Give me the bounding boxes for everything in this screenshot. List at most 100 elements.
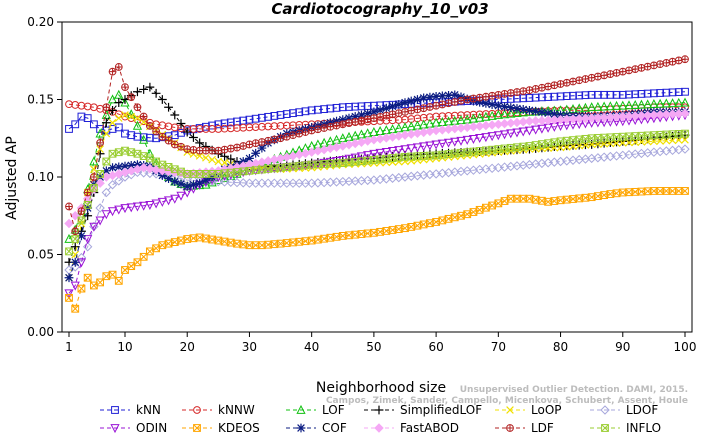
- data-point: [681, 129, 689, 138]
- data-point: [544, 93, 553, 101]
- data-point: [301, 107, 310, 116]
- data-point: [183, 235, 192, 243]
- data-point: [376, 227, 385, 236]
- data-point: [618, 136, 628, 146]
- data-point: [320, 124, 329, 132]
- data-point: [382, 111, 391, 120]
- data-point: [618, 188, 627, 197]
- data-point: [264, 165, 273, 173]
- data-point: [214, 170, 223, 178]
- data-point: [407, 152, 416, 161]
- data-point: [102, 103, 111, 112]
- data-point: [139, 134, 149, 144]
- data-point: [363, 109, 373, 118]
- data-point: [245, 241, 254, 250]
- data-point: [494, 199, 503, 208]
- data-point: [345, 103, 353, 111]
- data-point: [351, 157, 360, 166]
- data-point: [469, 147, 478, 156]
- data-point: [500, 144, 509, 153]
- data-point: [662, 59, 671, 67]
- data-point: [681, 135, 689, 144]
- data-point: [512, 104, 522, 113]
- data-point: [643, 99, 653, 109]
- data-point: [139, 252, 148, 261]
- data-point: [487, 110, 497, 120]
- x-tick-label: 100: [674, 340, 697, 354]
- data-point: [189, 150, 198, 158]
- data-point: [575, 135, 584, 144]
- data-point: [643, 187, 652, 196]
- legend-label: FastABOD: [400, 421, 459, 434]
- data-point: [475, 147, 484, 155]
- data-point: [251, 166, 260, 175]
- legend: kNN kNNW LOF SimplifiedLOF LoOP LDOF ODIN KDEOS…: [100, 403, 661, 434]
- data-point: [301, 237, 310, 246]
- data-point: [96, 125, 105, 133]
- data-point: [289, 131, 297, 140]
- data-point: [282, 239, 291, 247]
- data-point: [220, 237, 229, 246]
- data-point: [152, 127, 161, 136]
- data-point: [220, 124, 229, 133]
- data-point: [357, 116, 366, 125]
- data-point: [189, 234, 198, 243]
- data-point: [132, 202, 143, 212]
- data-point: [220, 119, 229, 128]
- legend-label: LoOP: [531, 403, 562, 417]
- x-axis-label: Neighborhood size: [316, 380, 446, 396]
- data-point: [276, 121, 285, 130]
- data-point: [270, 164, 279, 173]
- data-point: [401, 224, 409, 233]
- data-point: [593, 90, 602, 99]
- data-point: [556, 92, 565, 101]
- data-point: [562, 78, 571, 87]
- data-point: [432, 218, 441, 226]
- data-point: [139, 85, 149, 94]
- data-point: [226, 168, 235, 177]
- y-tick-label: 0.00: [27, 325, 54, 339]
- data-point: [463, 95, 472, 104]
- data-point: [296, 404, 306, 414]
- data-point: [506, 424, 514, 432]
- data-point: [419, 104, 428, 113]
- data-point: [350, 112, 360, 121]
- data-point: [276, 111, 285, 119]
- data-point: [519, 87, 528, 96]
- data-point: [562, 143, 571, 151]
- data-point: [569, 195, 577, 203]
- data-point: [351, 230, 360, 239]
- data-point: [195, 170, 204, 178]
- data-point: [65, 247, 73, 256]
- data-point: [220, 145, 229, 154]
- data-point: [674, 97, 684, 107]
- data-point: [319, 158, 329, 168]
- data-point: [344, 113, 354, 123]
- data-point: [245, 123, 254, 132]
- data-point: [606, 90, 615, 99]
- data-point: [257, 241, 266, 250]
- legend-item-cof: COF: [286, 421, 347, 434]
- data-point: [606, 70, 615, 78]
- data-point: [70, 211, 80, 221]
- data-point: [506, 103, 516, 112]
- data-point: [95, 216, 105, 226]
- data-point: [655, 98, 665, 108]
- data-point: [332, 103, 341, 112]
- data-point: [625, 90, 633, 99]
- data-point: [357, 157, 366, 166]
- data-point: [600, 405, 610, 415]
- data-point: [649, 187, 658, 195]
- legend-label: ODIN: [136, 421, 167, 434]
- data-point: [643, 131, 652, 140]
- data-point: [232, 177, 242, 188]
- data-point: [438, 150, 447, 159]
- data-point: [96, 145, 104, 153]
- data-point: [513, 143, 521, 152]
- data-point: [238, 165, 248, 175]
- data-point: [201, 175, 211, 185]
- data-point: [295, 108, 304, 117]
- data-point: [531, 106, 541, 116]
- data-point: [656, 137, 664, 145]
- data-point: [630, 99, 640, 109]
